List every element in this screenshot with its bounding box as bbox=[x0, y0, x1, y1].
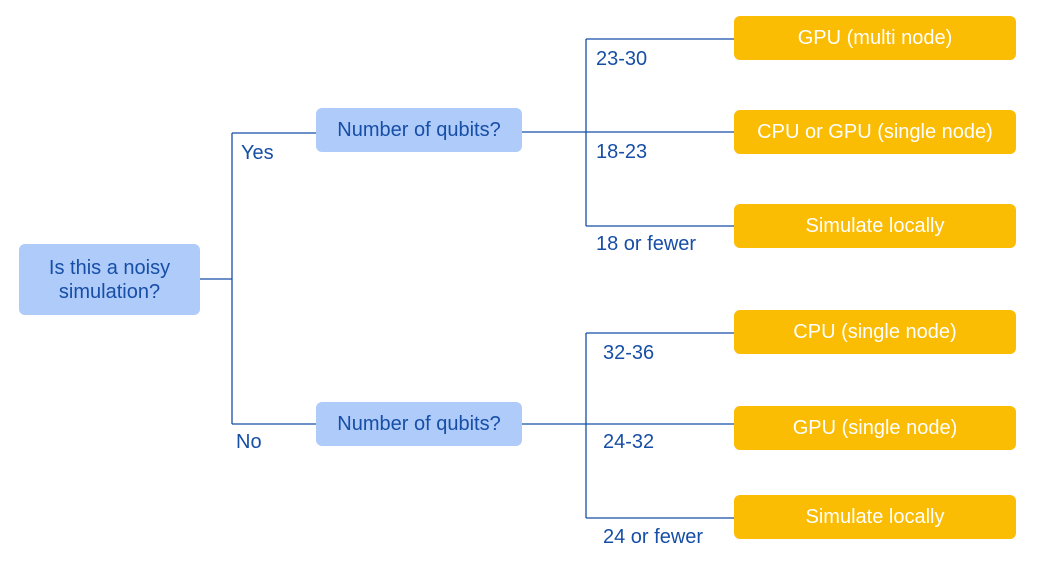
range-label-23-30: 23-30 bbox=[596, 48, 648, 70]
range-label-32-36: 32-36 bbox=[603, 342, 655, 364]
root-question-node: Is this a noisy simulation? bbox=[19, 244, 200, 315]
yes-qubits-question-node: Number of qubits? bbox=[316, 108, 522, 152]
result-simulate-locally-no: Simulate locally bbox=[734, 495, 1016, 539]
no-label: No bbox=[236, 431, 262, 453]
result-cpu-or-gpu-single-node: CPU or GPU (single node) bbox=[734, 110, 1016, 154]
result-gpu-multi-node: GPU (multi node) bbox=[734, 16, 1016, 60]
range-label-24-or-fewer: 24 or fewer bbox=[603, 526, 704, 548]
result-cpu-single-node: CPU (single node) bbox=[734, 310, 1016, 354]
range-label-24-32: 24-32 bbox=[603, 431, 655, 453]
result-simulate-locally-yes: Simulate locally bbox=[734, 204, 1016, 248]
range-label-18-23: 18-23 bbox=[596, 141, 648, 163]
yes-label: Yes bbox=[241, 142, 274, 164]
result-gpu-single-node: GPU (single node) bbox=[734, 406, 1016, 450]
no-qubits-question-node: Number of qubits? bbox=[316, 402, 522, 446]
range-label-18-or-fewer: 18 or fewer bbox=[596, 233, 697, 255]
